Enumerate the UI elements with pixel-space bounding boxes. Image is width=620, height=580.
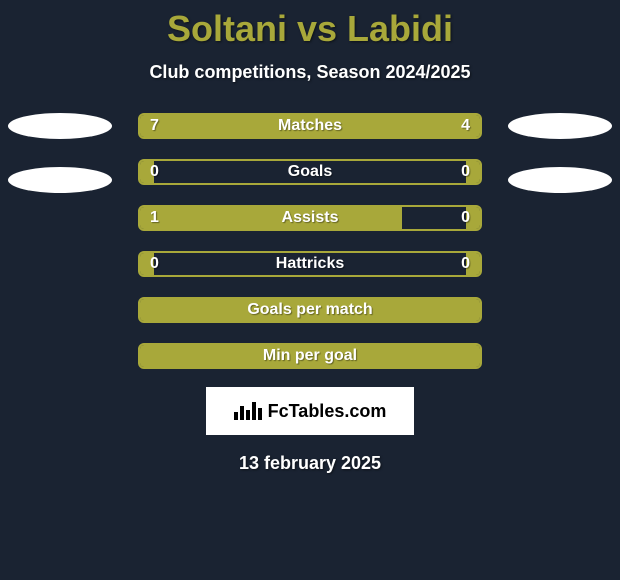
ellipse-marker (508, 167, 612, 193)
logo-text: FcTables.com (268, 401, 387, 422)
ellipse-marker (8, 113, 112, 139)
stat-label: Goals (288, 163, 332, 181)
stat-row-assists: 1 Assists 0 (138, 205, 482, 231)
stat-value-right: 0 (461, 163, 470, 181)
stat-row-matches: 7 Matches 4 (138, 113, 482, 139)
stat-value-left: 7 (150, 117, 159, 135)
subtitle: Club competitions, Season 2024/2025 (0, 62, 620, 83)
stat-label: Hattricks (276, 255, 344, 273)
stat-value-left: 0 (150, 255, 159, 273)
chart-bars-icon (234, 402, 262, 420)
ellipse-marker (8, 167, 112, 193)
stat-label: Min per goal (263, 347, 357, 365)
stat-label: Assists (282, 209, 339, 227)
stat-value-right: 4 (461, 117, 470, 135)
ellipse-marker (508, 113, 612, 139)
stat-value-left: 0 (150, 163, 159, 181)
page-title: Soltani vs Labidi (0, 0, 620, 50)
stat-bars: 7 Matches 4 0 Goals 0 1 Assists 0 0 Hatt… (138, 113, 482, 369)
stat-row-goals-per-match: Goals per match (138, 297, 482, 323)
stat-label: Matches (278, 117, 342, 135)
stat-label: Goals per match (247, 301, 372, 319)
stat-value-left: 1 (150, 209, 159, 227)
stat-row-min-per-goal: Min per goal (138, 343, 482, 369)
comparison-area: 7 Matches 4 0 Goals 0 1 Assists 0 0 Hatt… (0, 113, 620, 474)
stat-row-goals: 0 Goals 0 (138, 159, 482, 185)
right-player-markers (508, 113, 612, 193)
fctables-logo: FcTables.com (206, 387, 414, 435)
left-player-markers (8, 113, 112, 193)
stat-row-hattricks: 0 Hattricks 0 (138, 251, 482, 277)
stat-value-right: 0 (461, 255, 470, 273)
date-label: 13 february 2025 (8, 453, 612, 474)
stat-value-right: 0 (461, 209, 470, 227)
stat-fill-left (140, 207, 402, 229)
